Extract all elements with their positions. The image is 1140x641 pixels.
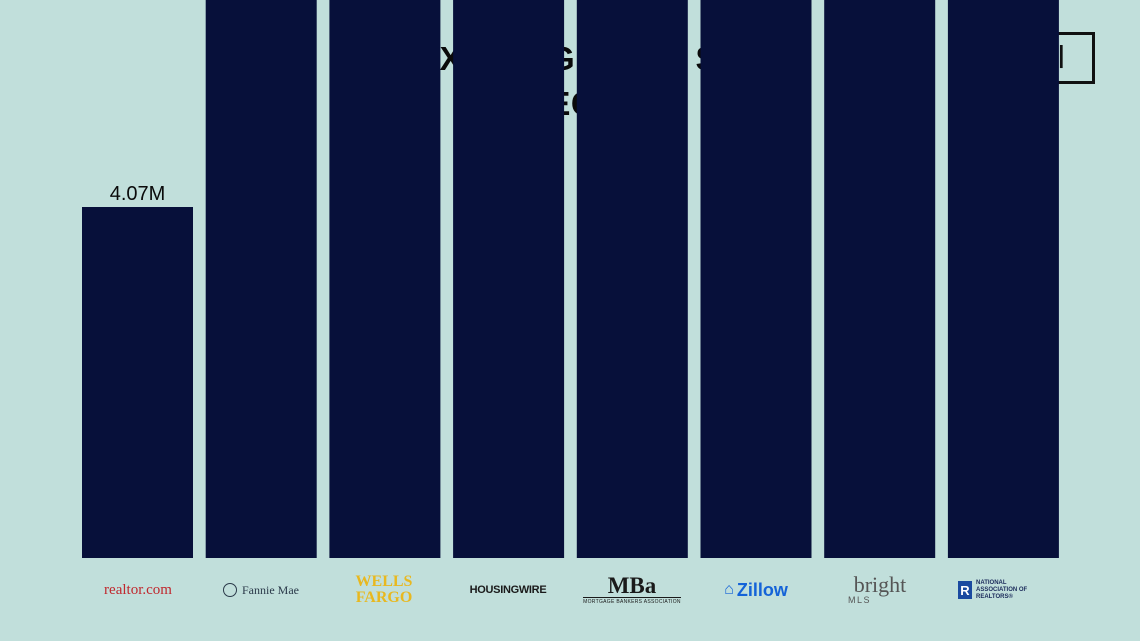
zillow-logo-text: Zillow — [736, 579, 788, 600]
bar-5 — [576, 0, 688, 558]
realtor-logo: realtor.com — [76, 572, 200, 608]
housingwire-logo-text: HOUSINGWIRE — [469, 584, 547, 596]
fannie-mae-logo: Fannie Mae — [199, 572, 323, 608]
mba-logo: MBa MORTGAGE BANKERS ASSOCIATION — [570, 572, 694, 608]
wells-logo-line-2: FARGO — [355, 589, 413, 606]
housingwire-logo: HOUSINGWIRE — [446, 572, 570, 608]
wells-fargo-logo: WELLS FARGO — [322, 572, 446, 608]
bar-1 — [82, 207, 193, 558]
bar-value-label-1: 4.07M — [110, 183, 166, 205]
bright-mls-logo: bright MLS — [818, 572, 942, 608]
bright-logo-mark: bright — [853, 572, 907, 597]
mba-logo-text: MORTGAGE BANKERS ASSOCIATION — [583, 597, 681, 605]
realtor-logo-text: realtor.com — [104, 581, 172, 598]
bright-logo-text: MLS — [848, 595, 872, 605]
bar-2 — [205, 0, 317, 558]
bar-8 — [947, 0, 1059, 558]
bar-3 — [329, 0, 441, 559]
zillow-house-icon: ⌂ — [724, 581, 734, 598]
wells-logo-line-1: WELLS — [355, 573, 413, 590]
nar-r-icon: R — [958, 581, 972, 599]
mba-logo-mark: MBa — [607, 573, 657, 598]
bar-7 — [824, 0, 936, 558]
bar-4 — [453, 0, 565, 558]
nar-logo-text: NATIONAL ASSOCIATION OF REALTORS® — [976, 579, 1028, 600]
fannie-mae-logo-text: Fannie Mae — [242, 582, 299, 597]
fannie-mae-icon — [223, 583, 237, 597]
zillow-logo: ⌂ Zillow — [694, 572, 818, 608]
bar-6 — [700, 0, 812, 558]
nar-logo: R NATIONAL ASSOCIATION OF REALTORS® — [941, 572, 1065, 608]
